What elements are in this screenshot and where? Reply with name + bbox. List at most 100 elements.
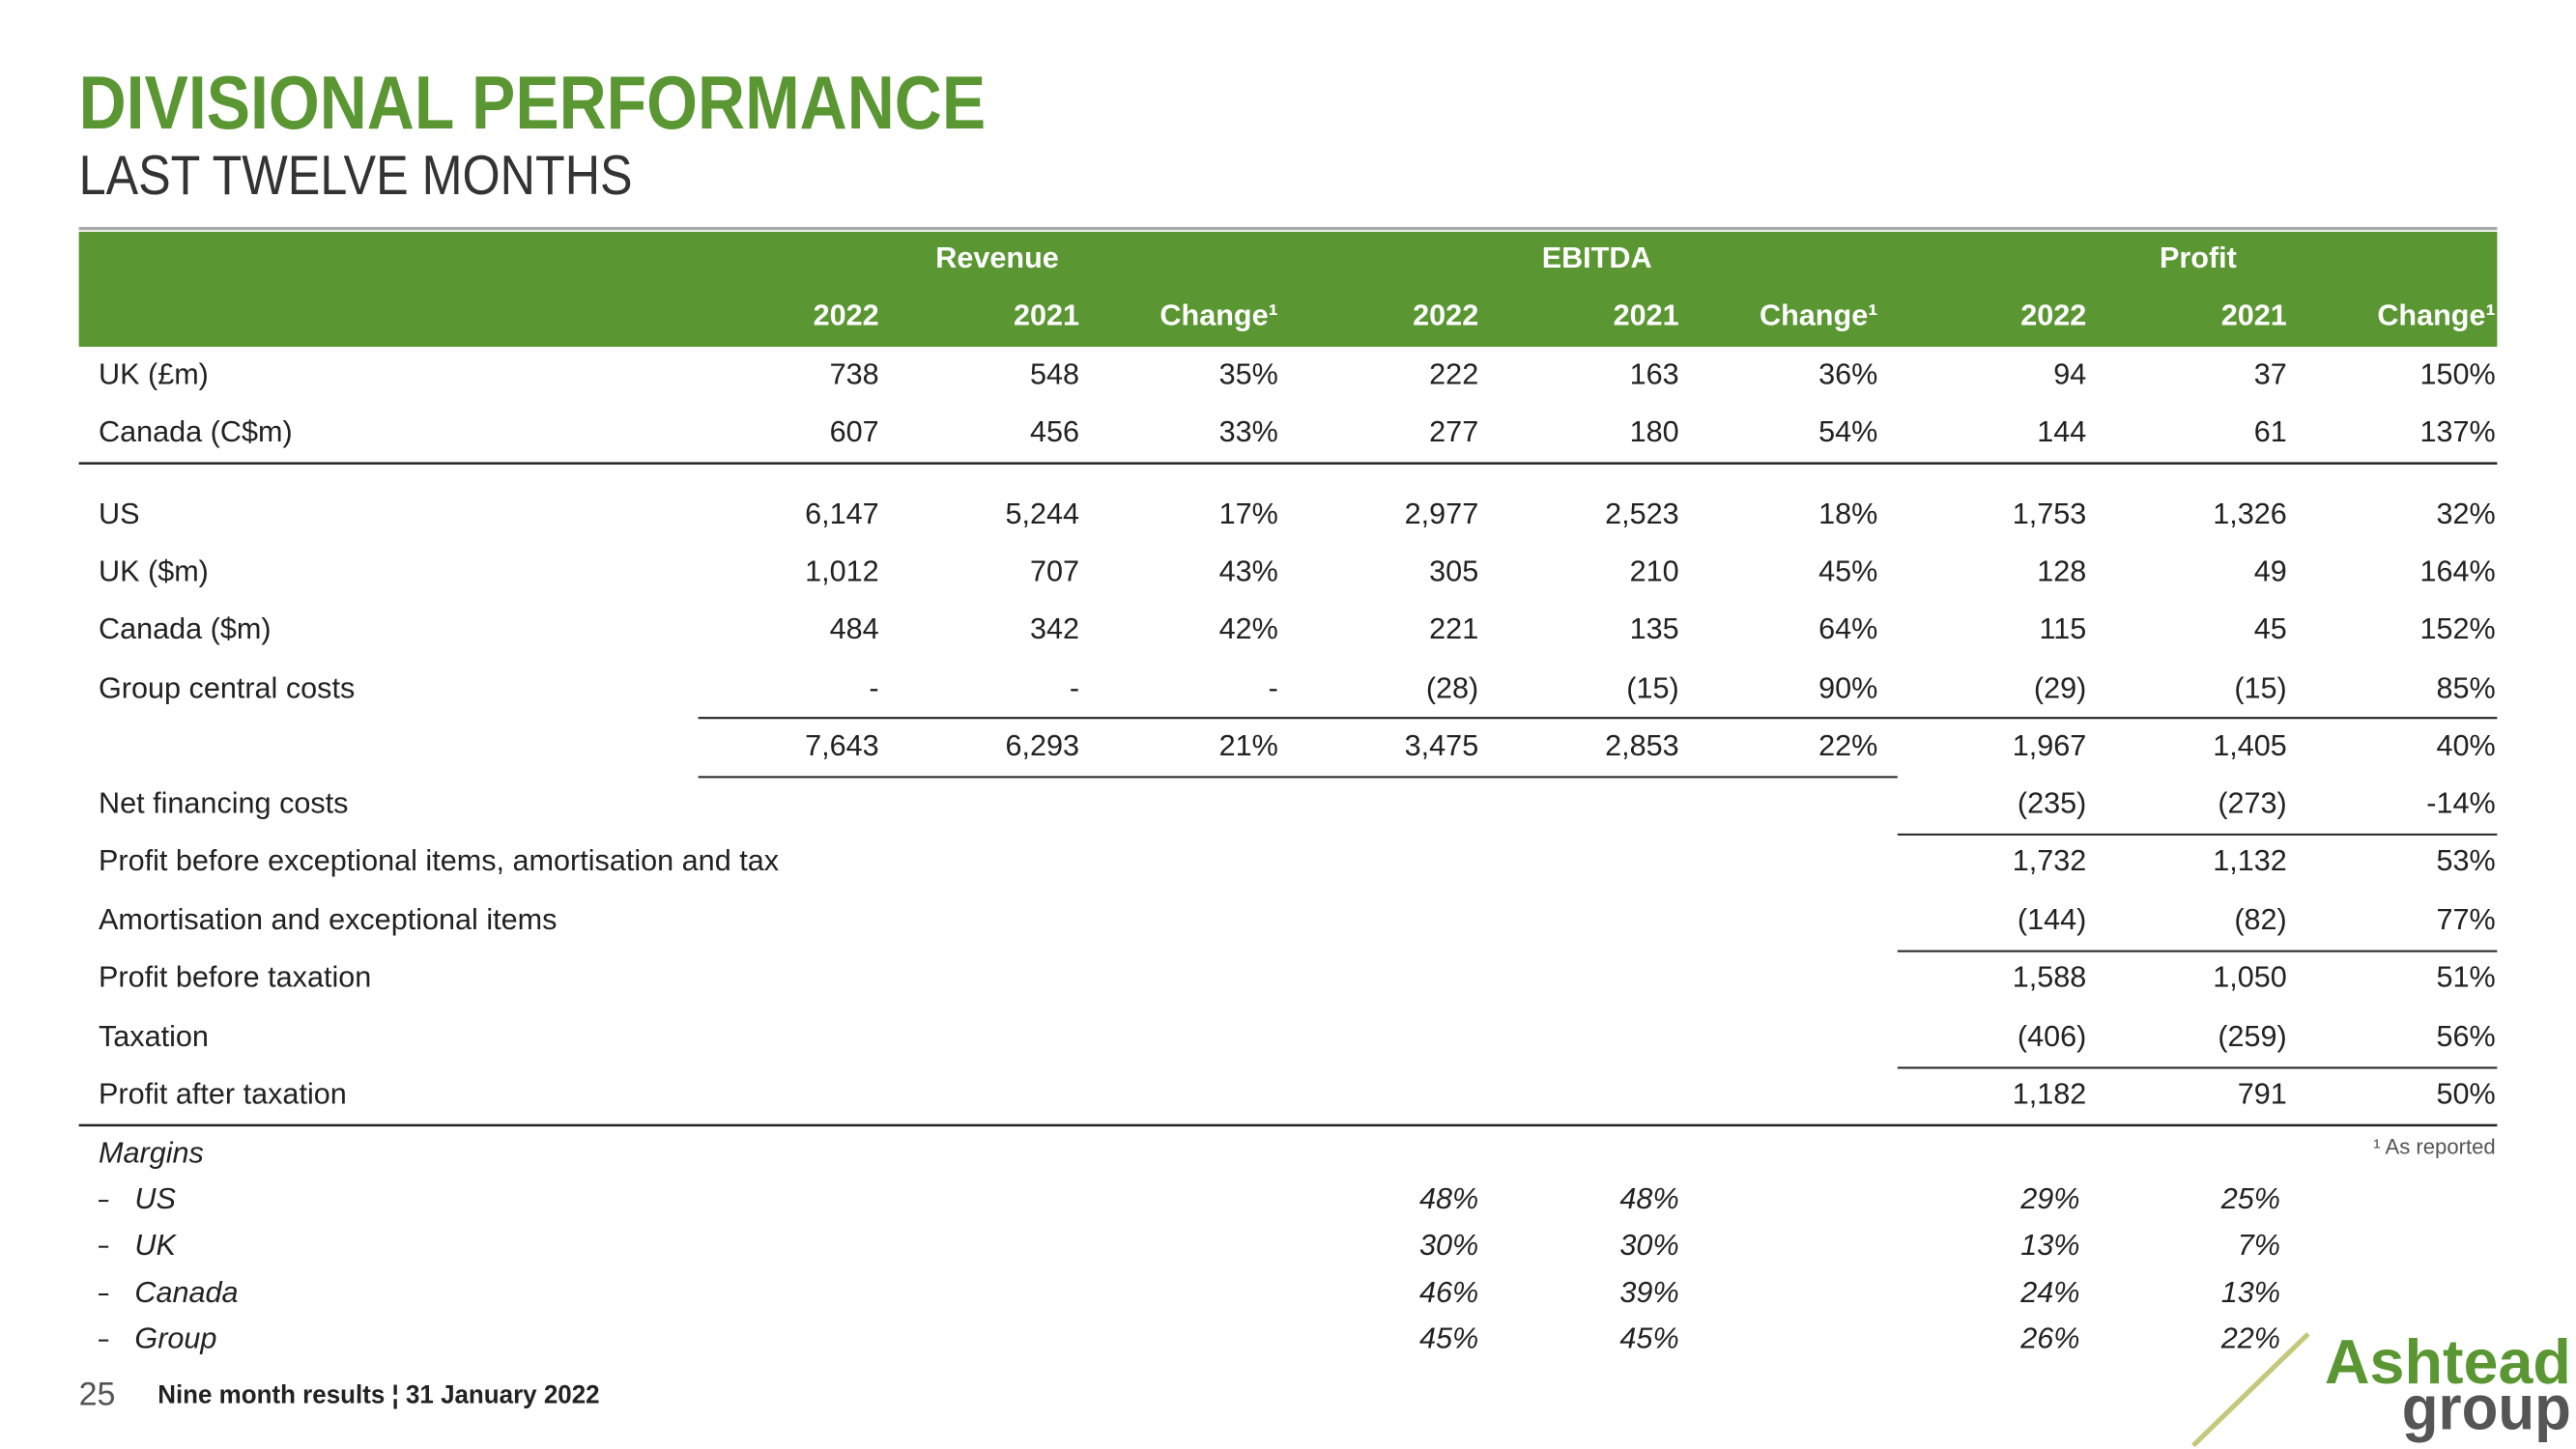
- cell: 738: [830, 358, 879, 391]
- cell: 1,182: [2013, 1077, 2087, 1110]
- cell: (406): [2018, 1020, 2086, 1053]
- cell: -: [1070, 671, 1079, 704]
- cell: 163: [1630, 358, 1679, 391]
- cell: (29): [2034, 671, 2086, 704]
- row-label: Profit before taxation: [99, 961, 371, 994]
- cell: 137%: [2419, 415, 2495, 448]
- cell: 51%: [2436, 961, 2495, 994]
- column-header: Change¹: [2377, 298, 2495, 331]
- column-header: 2022: [814, 298, 879, 331]
- cell: 548: [1030, 358, 1079, 391]
- cell: 50%: [2436, 1077, 2495, 1110]
- cell: 128: [2037, 555, 2086, 588]
- cell: 150%: [2419, 358, 2495, 391]
- cell: (235): [2018, 786, 2086, 819]
- cell: 484: [830, 612, 879, 645]
- row-label: Amortisation and exceptional items: [99, 903, 557, 936]
- cell: 33%: [1219, 415, 1278, 448]
- column-header: Change¹: [1760, 298, 1877, 331]
- cell: 56%: [2436, 1020, 2495, 1053]
- row-label: Net financing costs: [99, 786, 348, 819]
- group-header: Profit: [2160, 242, 2237, 274]
- cell: 77%: [2436, 903, 2495, 936]
- column-header: 2021: [2221, 298, 2287, 331]
- cell: 222: [1429, 358, 1478, 391]
- row-label: Group central costs: [99, 671, 355, 704]
- cell: 42%: [1219, 612, 1278, 645]
- cell: 45%: [1818, 555, 1877, 588]
- cell: 35%: [1219, 358, 1278, 391]
- page-number: 25: [79, 1376, 116, 1412]
- margins-title: Margins: [99, 1137, 204, 1170]
- column-header: 2021: [1014, 298, 1079, 331]
- cell: 85%: [2436, 671, 2495, 704]
- cell: 90%: [1818, 671, 1877, 704]
- cell: (273): [2218, 786, 2286, 819]
- cell: 18%: [1818, 497, 1877, 530]
- row-label: US: [99, 497, 140, 530]
- margin-cell: 24%: [2019, 1276, 2079, 1309]
- cell: 144: [2037, 415, 2086, 448]
- row-label: Canada ($m): [99, 612, 272, 645]
- cell: 49: [2254, 555, 2287, 588]
- cell: 32%: [2436, 497, 2495, 530]
- cell: 17%: [1219, 497, 1278, 530]
- cell: 1,405: [2213, 729, 2287, 762]
- margin-label: Canada: [134, 1276, 238, 1309]
- cell: 1,132: [2213, 844, 2287, 877]
- margin-cell: 39%: [1619, 1276, 1678, 1309]
- cell: 61: [2254, 415, 2287, 448]
- column-header: 2022: [2020, 298, 2086, 331]
- cell: 1,732: [2013, 844, 2087, 877]
- cell: 342: [1030, 612, 1079, 645]
- margin-label: US: [134, 1182, 176, 1215]
- cell: 40%: [2436, 729, 2495, 762]
- cell: 707: [1030, 555, 1079, 588]
- row-label: Canada (C$m): [99, 415, 293, 448]
- cell: 115: [2040, 612, 2087, 645]
- cell: 164%: [2419, 555, 2495, 588]
- group-header: Revenue: [935, 242, 1059, 274]
- cell: 152%: [2419, 612, 2495, 645]
- cell: 64%: [1818, 612, 1877, 645]
- margin-cell: 45%: [1619, 1322, 1678, 1355]
- logo-slash: [2191, 1331, 2310, 1448]
- cell: 53%: [2436, 844, 2495, 877]
- group-header: EBITDA: [1542, 242, 1652, 274]
- margin-cell: 48%: [1419, 1182, 1478, 1215]
- cell: 54%: [1818, 415, 1877, 448]
- margin-cell: 7%: [2238, 1229, 2280, 1262]
- cell: 135: [1630, 612, 1679, 645]
- cell: 2,977: [1405, 497, 1479, 530]
- cell: 7,643: [805, 729, 879, 762]
- margin-cell: 46%: [1419, 1276, 1478, 1309]
- cell: 3,475: [1405, 729, 1479, 762]
- cell: 94: [2053, 358, 2086, 391]
- cell: 1,967: [2013, 729, 2087, 762]
- cell: 791: [2238, 1077, 2287, 1110]
- margin-label: UK: [134, 1229, 177, 1262]
- footer-text: Nine month results ¦ 31 January 2022: [157, 1379, 599, 1409]
- margin-cell: 25%: [2220, 1182, 2280, 1215]
- cell: 5,244: [1006, 497, 1080, 530]
- cell: 36%: [1818, 358, 1877, 391]
- cell: 6,293: [1006, 729, 1080, 762]
- margin-cell: 45%: [1419, 1322, 1478, 1355]
- logo-line2: group: [2402, 1373, 2571, 1442]
- margin-cell: 30%: [1619, 1229, 1678, 1262]
- row-label: Profit after taxation: [99, 1077, 347, 1110]
- cell: 1,012: [805, 555, 879, 588]
- margin-cell: 30%: [1419, 1229, 1478, 1262]
- margin-cell: 22%: [2220, 1322, 2280, 1355]
- cell: 1,326: [2213, 497, 2287, 530]
- row-label: UK ($m): [99, 555, 209, 588]
- cell: -: [1269, 671, 1278, 704]
- cell: -14%: [2426, 786, 2495, 819]
- row-label: Profit before exceptional items, amortis…: [99, 844, 779, 877]
- cell: 221: [1429, 612, 1478, 645]
- logo-line1: Ashtead: [2325, 1327, 2571, 1397]
- cell: (259): [2218, 1020, 2286, 1053]
- column-header: 2021: [1614, 298, 1679, 331]
- cell: 180: [1630, 415, 1679, 448]
